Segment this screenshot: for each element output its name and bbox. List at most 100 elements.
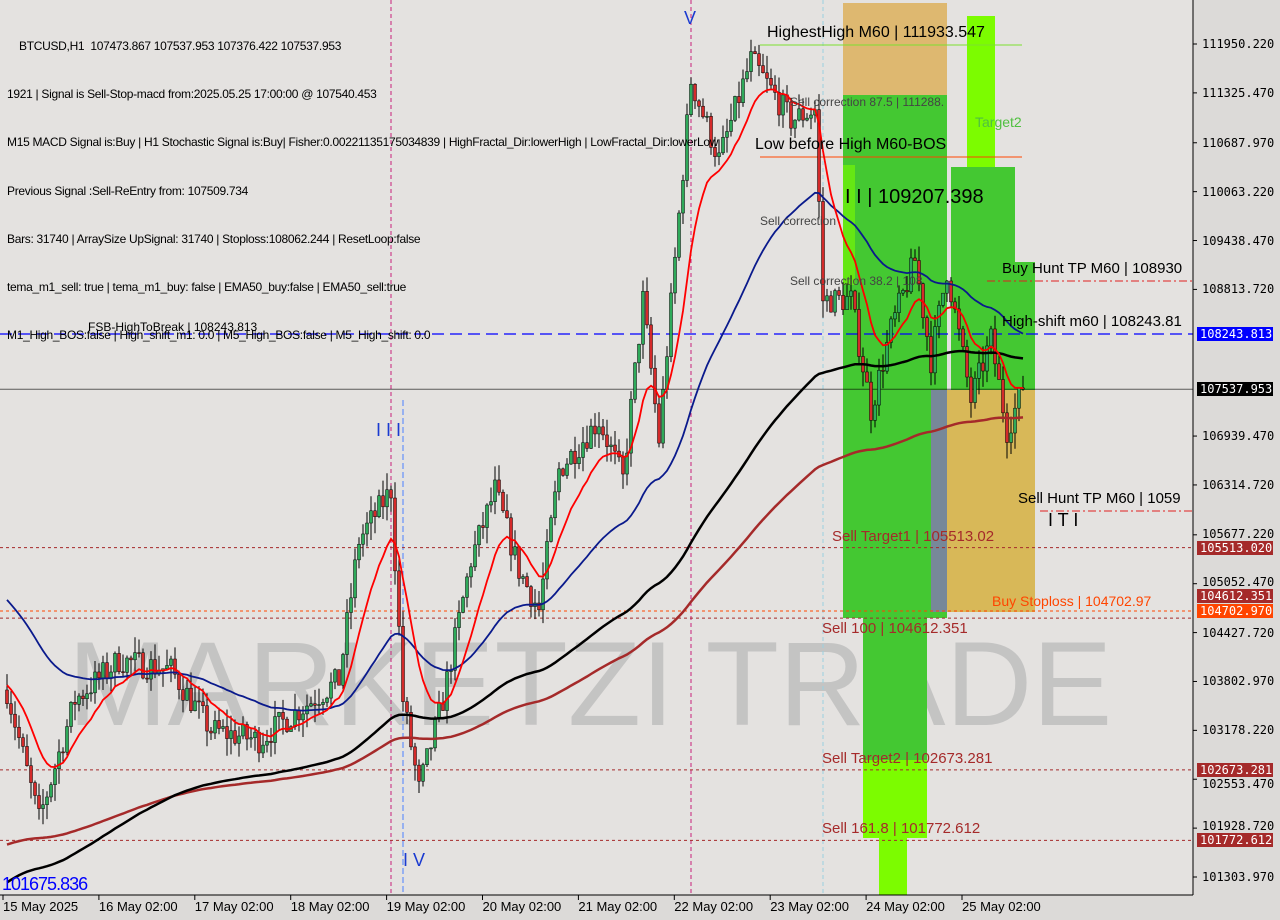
candle: [365, 522, 369, 535]
candle: [585, 442, 589, 449]
candle: [21, 737, 25, 747]
candle: [769, 78, 773, 86]
candle: [349, 597, 353, 613]
candle: [593, 425, 597, 435]
price-tag-buy-stoploss: 104702.970: [1197, 604, 1273, 619]
candle: [389, 489, 393, 499]
candle: [741, 78, 745, 103]
candle: [569, 450, 573, 465]
candle: [269, 740, 273, 743]
candle: [193, 700, 197, 712]
candle: [425, 748, 429, 765]
candle: [37, 795, 41, 809]
candle: [545, 541, 549, 580]
candle: [165, 665, 169, 669]
candle: [257, 731, 261, 754]
candle: [761, 65, 765, 74]
candle: [33, 782, 37, 796]
candle: [45, 796, 49, 805]
price-tick-label: 110687.970: [1202, 135, 1275, 150]
wave-v-label: V: [684, 8, 697, 28]
time-tick-label: 16 May 02:00: [98, 899, 178, 914]
info-line: tema_m1_sell: true | tema_m1_buy: false …: [7, 280, 407, 295]
candle: [805, 117, 809, 121]
level-label-fsb: FSB-HighToBreak | 108243.813: [88, 320, 258, 334]
candle: [753, 51, 757, 54]
candle: [845, 296, 849, 310]
zone-lime-target: [967, 16, 995, 167]
candle: [345, 612, 349, 655]
candle: [549, 517, 553, 542]
candle: [461, 597, 465, 613]
candle: [637, 343, 641, 364]
candle: [173, 658, 177, 675]
candle: [869, 381, 873, 421]
price-tag-sell-161: 101772.612: [1197, 833, 1273, 848]
low-before-high-label: Low before High M60-BOS: [755, 136, 947, 153]
candle: [849, 290, 853, 297]
sell-correction-875-label: Sell correction 87.5 | 111288.: [790, 95, 945, 109]
candle: [745, 71, 749, 80]
zone-yellow: [947, 390, 1035, 612]
candle: [5, 689, 9, 704]
candle: [521, 576, 525, 579]
candle: [825, 295, 829, 302]
ema-fast-line: [6, 88, 1024, 769]
candle: [881, 370, 885, 372]
candle: [153, 659, 157, 675]
candle: [897, 292, 901, 313]
candle: [725, 131, 729, 138]
candle: [701, 105, 705, 118]
candle: [73, 701, 77, 705]
candle: [217, 720, 221, 729]
candle: [285, 718, 289, 732]
candle: [169, 658, 173, 666]
candle: [737, 96, 741, 103]
price-tick-label: 103802.970: [1202, 674, 1275, 689]
time-tick-label: 20 May 02:00: [482, 899, 562, 914]
candle: [765, 72, 769, 79]
candle: [89, 692, 93, 695]
candle: [9, 703, 13, 715]
candle: [381, 495, 385, 508]
time-tick-label: 23 May 02:00: [770, 899, 849, 914]
candle: [777, 92, 781, 116]
candle: [841, 295, 845, 310]
price-tick-label: 103178.220: [1202, 723, 1275, 738]
candle: [341, 654, 345, 686]
candle: [537, 602, 541, 611]
candle: [409, 712, 413, 748]
candle: [513, 546, 517, 556]
candle: [205, 705, 209, 732]
candle: [209, 730, 213, 734]
candle: [885, 342, 889, 372]
candle: [433, 718, 437, 749]
price-tag-sell-target1: 105513.020: [1197, 540, 1273, 555]
price-tick-label: 105677.220: [1202, 526, 1275, 541]
highest-high-label: HighestHigh M60 | 111933.547: [767, 24, 985, 41]
candle: [605, 434, 609, 447]
candle: [685, 114, 689, 181]
candle: [477, 525, 481, 546]
candle: [577, 457, 581, 464]
candle: [929, 336, 933, 374]
time-tick-label: 22 May 02:00: [674, 899, 754, 914]
price-tick-label: 104427.720: [1202, 625, 1275, 640]
candle: [781, 94, 785, 116]
candle: [789, 101, 793, 129]
candle: [177, 673, 181, 690]
candle: [833, 290, 837, 313]
info-line: M15 MACD Signal is:Buy | H1 Stochastic S…: [7, 135, 719, 150]
candle: [401, 626, 405, 702]
candle: [485, 504, 489, 528]
candle: [945, 280, 949, 294]
candle: [361, 533, 365, 545]
price-tick-label: 111325.470: [1202, 85, 1275, 100]
candle: [353, 559, 357, 599]
candle: [465, 576, 469, 598]
candle: [1009, 432, 1013, 443]
candle: [81, 695, 85, 699]
price-tick-label: 102553.470: [1202, 776, 1275, 791]
candle: [97, 671, 101, 679]
